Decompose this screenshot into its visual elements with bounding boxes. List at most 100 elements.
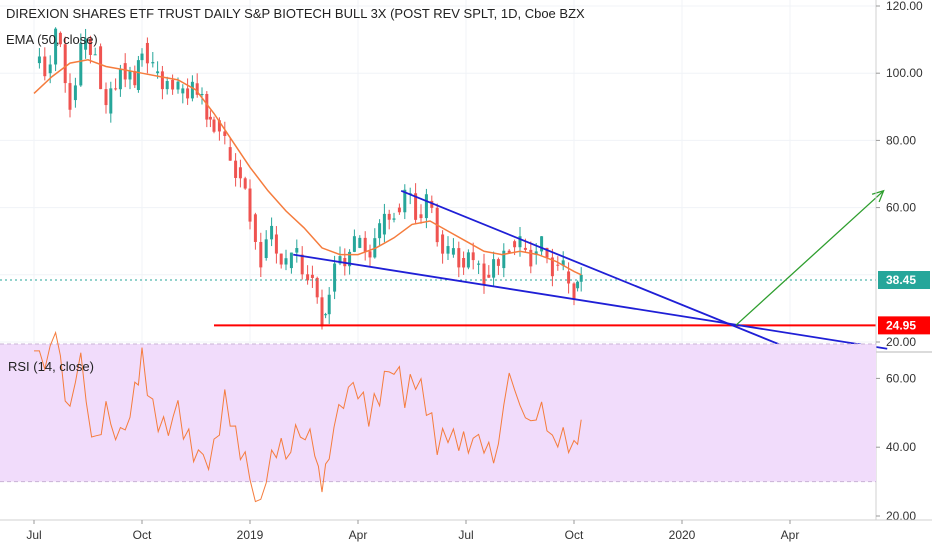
rsi-pane[interactable] (0, 330, 876, 503)
candle-body (368, 251, 372, 258)
candle-body (289, 252, 293, 269)
price-axis[interactable]: 120.00 100.00 80.00 60.00 20.00 38.45 24.95 (876, 0, 930, 349)
candle-body (529, 249, 533, 267)
price-pane[interactable] (0, 0, 888, 352)
rsi-tick-label: 60.00 (886, 371, 916, 385)
candle-body (176, 81, 180, 90)
ema-indicator-label[interactable]: EMA (50, close) (6, 32, 98, 47)
time-tick-label: Oct (565, 528, 584, 542)
candle-body (446, 246, 450, 254)
candle-body (487, 274, 491, 278)
candle-body (79, 43, 83, 86)
candle-body (502, 250, 506, 269)
time-axis[interactable]: Jul Oct 2019 Apr Jul Oct 2020 Apr (26, 520, 799, 542)
candle-body (264, 239, 268, 258)
candle-body (320, 297, 324, 327)
candle-body (358, 237, 362, 248)
candle-body (430, 200, 434, 208)
candle-body (43, 56, 47, 77)
candle-body (253, 214, 257, 242)
candle-body (217, 120, 221, 132)
candle-body (190, 81, 194, 99)
rsi-tick-label: 20.00 (886, 509, 916, 523)
candle-body (471, 252, 475, 261)
candle-body (145, 42, 149, 64)
candle-body (403, 189, 407, 213)
candle-body (295, 248, 299, 253)
candle-body (243, 178, 247, 189)
candle-body (482, 263, 486, 286)
candle-body (419, 214, 423, 219)
candle-body (315, 277, 319, 298)
last-price-badge-bg (878, 271, 930, 290)
price-tick-label: 120.00 (886, 0, 923, 13)
lower-trendline (293, 253, 888, 350)
candle-body (523, 247, 527, 250)
candle-body (118, 69, 122, 90)
candle-body (382, 213, 386, 235)
candle-body (567, 271, 571, 284)
last-price-badge: 38.45 (886, 273, 916, 287)
candle-body (63, 44, 67, 84)
candle-body (99, 46, 103, 90)
candle-body (181, 88, 185, 94)
rsi-indicator-label[interactable]: RSI (14, close) (8, 359, 94, 374)
price-grid (0, 0, 876, 352)
candle-body (205, 93, 209, 120)
candle-body (228, 147, 232, 161)
candles (37, 27, 583, 330)
candle-body (545, 247, 549, 258)
candle-body (387, 213, 391, 220)
candle-body (84, 38, 88, 50)
time-tick-label: Apr (349, 528, 368, 542)
candle-body (109, 88, 113, 114)
candle-body (238, 167, 242, 179)
candle-body (477, 263, 481, 265)
time-tick-label: 2020 (669, 528, 696, 542)
candle-body (133, 71, 137, 86)
candle-body (270, 225, 274, 240)
candle-body (208, 116, 212, 120)
arrow-shaft (735, 190, 885, 326)
candle-body (462, 258, 466, 268)
candle-body (310, 274, 314, 278)
candle-body (518, 236, 522, 248)
candle-body (338, 256, 342, 264)
price-tick-label: 80.00 (886, 133, 916, 147)
candle-body (68, 83, 72, 110)
candle-body (186, 88, 190, 99)
candle-body (392, 218, 396, 220)
candle-body (58, 32, 62, 45)
time-tick-label: Oct (133, 528, 152, 542)
candle-body (513, 241, 517, 248)
price-tick-label: 60.00 (886, 201, 916, 215)
candle-body (136, 60, 140, 90)
candle-body (327, 294, 331, 315)
candle-body (48, 64, 52, 74)
candle-body (128, 71, 132, 80)
candle-body (496, 259, 500, 266)
chart-title: DIREXION SHARES ETF TRUST DAILY S&P BIOT… (6, 6, 585, 21)
candle-body (274, 234, 278, 254)
candle-body (151, 62, 155, 64)
candle-body (550, 257, 554, 277)
candle-body (88, 38, 92, 55)
rsi-line (34, 330, 582, 503)
candle-body (333, 263, 337, 292)
candle-body (466, 252, 470, 268)
candle-body (324, 314, 328, 316)
candle-body (348, 251, 352, 267)
rsi-band (0, 344, 876, 482)
candle-body (73, 85, 77, 101)
time-tick-label: Jul (458, 528, 473, 542)
price-tick-label: 100.00 (886, 66, 923, 80)
rsi-tick-label: 40.00 (886, 440, 916, 454)
candle-body (259, 241, 263, 268)
candle-body (534, 251, 538, 255)
candle-body (441, 234, 445, 254)
candle-body (123, 63, 127, 80)
rsi-axis[interactable]: 60.00 40.00 20.00 (876, 371, 916, 523)
candle-body (576, 281, 580, 289)
candle-body (279, 253, 283, 265)
